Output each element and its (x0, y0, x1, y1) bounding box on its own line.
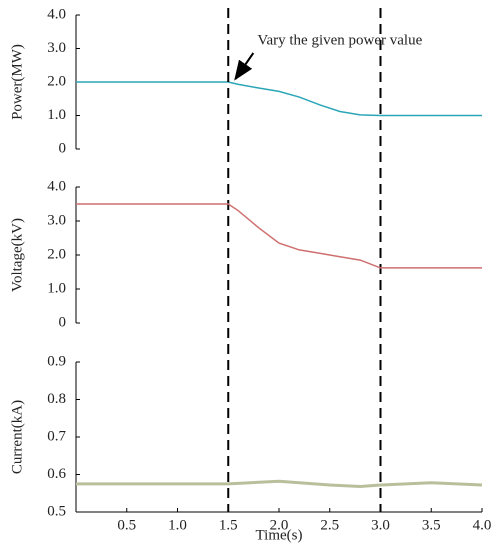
x-tick-label: 1.0 (168, 517, 187, 533)
y-tick-label: 0 (59, 314, 67, 330)
y-tick-label: 0 (59, 140, 67, 156)
y-axis-label: Current(kA) (9, 400, 25, 474)
x-tick-label: 4.0 (473, 517, 492, 533)
y-tick-label: 4.0 (47, 6, 66, 22)
y-tick-label: 0.9 (47, 353, 66, 369)
y-tick-label: 2.0 (47, 246, 66, 262)
x-tick-label: 2.0 (270, 517, 289, 533)
y-tick-label: 3.0 (47, 212, 66, 228)
data-line (76, 81, 482, 117)
y-axis-label: Power(MW) (9, 44, 25, 120)
y-tick-label: 1.0 (47, 107, 66, 123)
data-line (76, 203, 482, 269)
data-line (76, 479, 483, 489)
annotation: Vary the given power value (257, 32, 422, 48)
x-tick-label: 0.5 (117, 517, 136, 533)
y-axis-label: Voltage(kV) (9, 218, 25, 292)
y-tick-label: 3.0 (47, 40, 66, 56)
y-tick-label: 0.8 (47, 391, 66, 407)
y-tick-label: 4.0 (47, 178, 66, 194)
x-tick-label: 3.0 (371, 517, 390, 533)
x-tick-label: 3.5 (422, 517, 441, 533)
y-tick-label: 0.5 (47, 503, 66, 519)
y-tick-label: 0.7 (47, 428, 66, 444)
y-tick-label: 0.6 (47, 466, 66, 482)
x-tick-label: 1.5 (219, 517, 238, 533)
y-tick-label: 2.0 (47, 73, 66, 89)
annotation-arrow (234, 52, 255, 81)
x-tick-label: 2.5 (320, 517, 339, 533)
x-axis-label: Time(s) (256, 527, 303, 543)
y-tick-label: 1.0 (47, 280, 66, 296)
